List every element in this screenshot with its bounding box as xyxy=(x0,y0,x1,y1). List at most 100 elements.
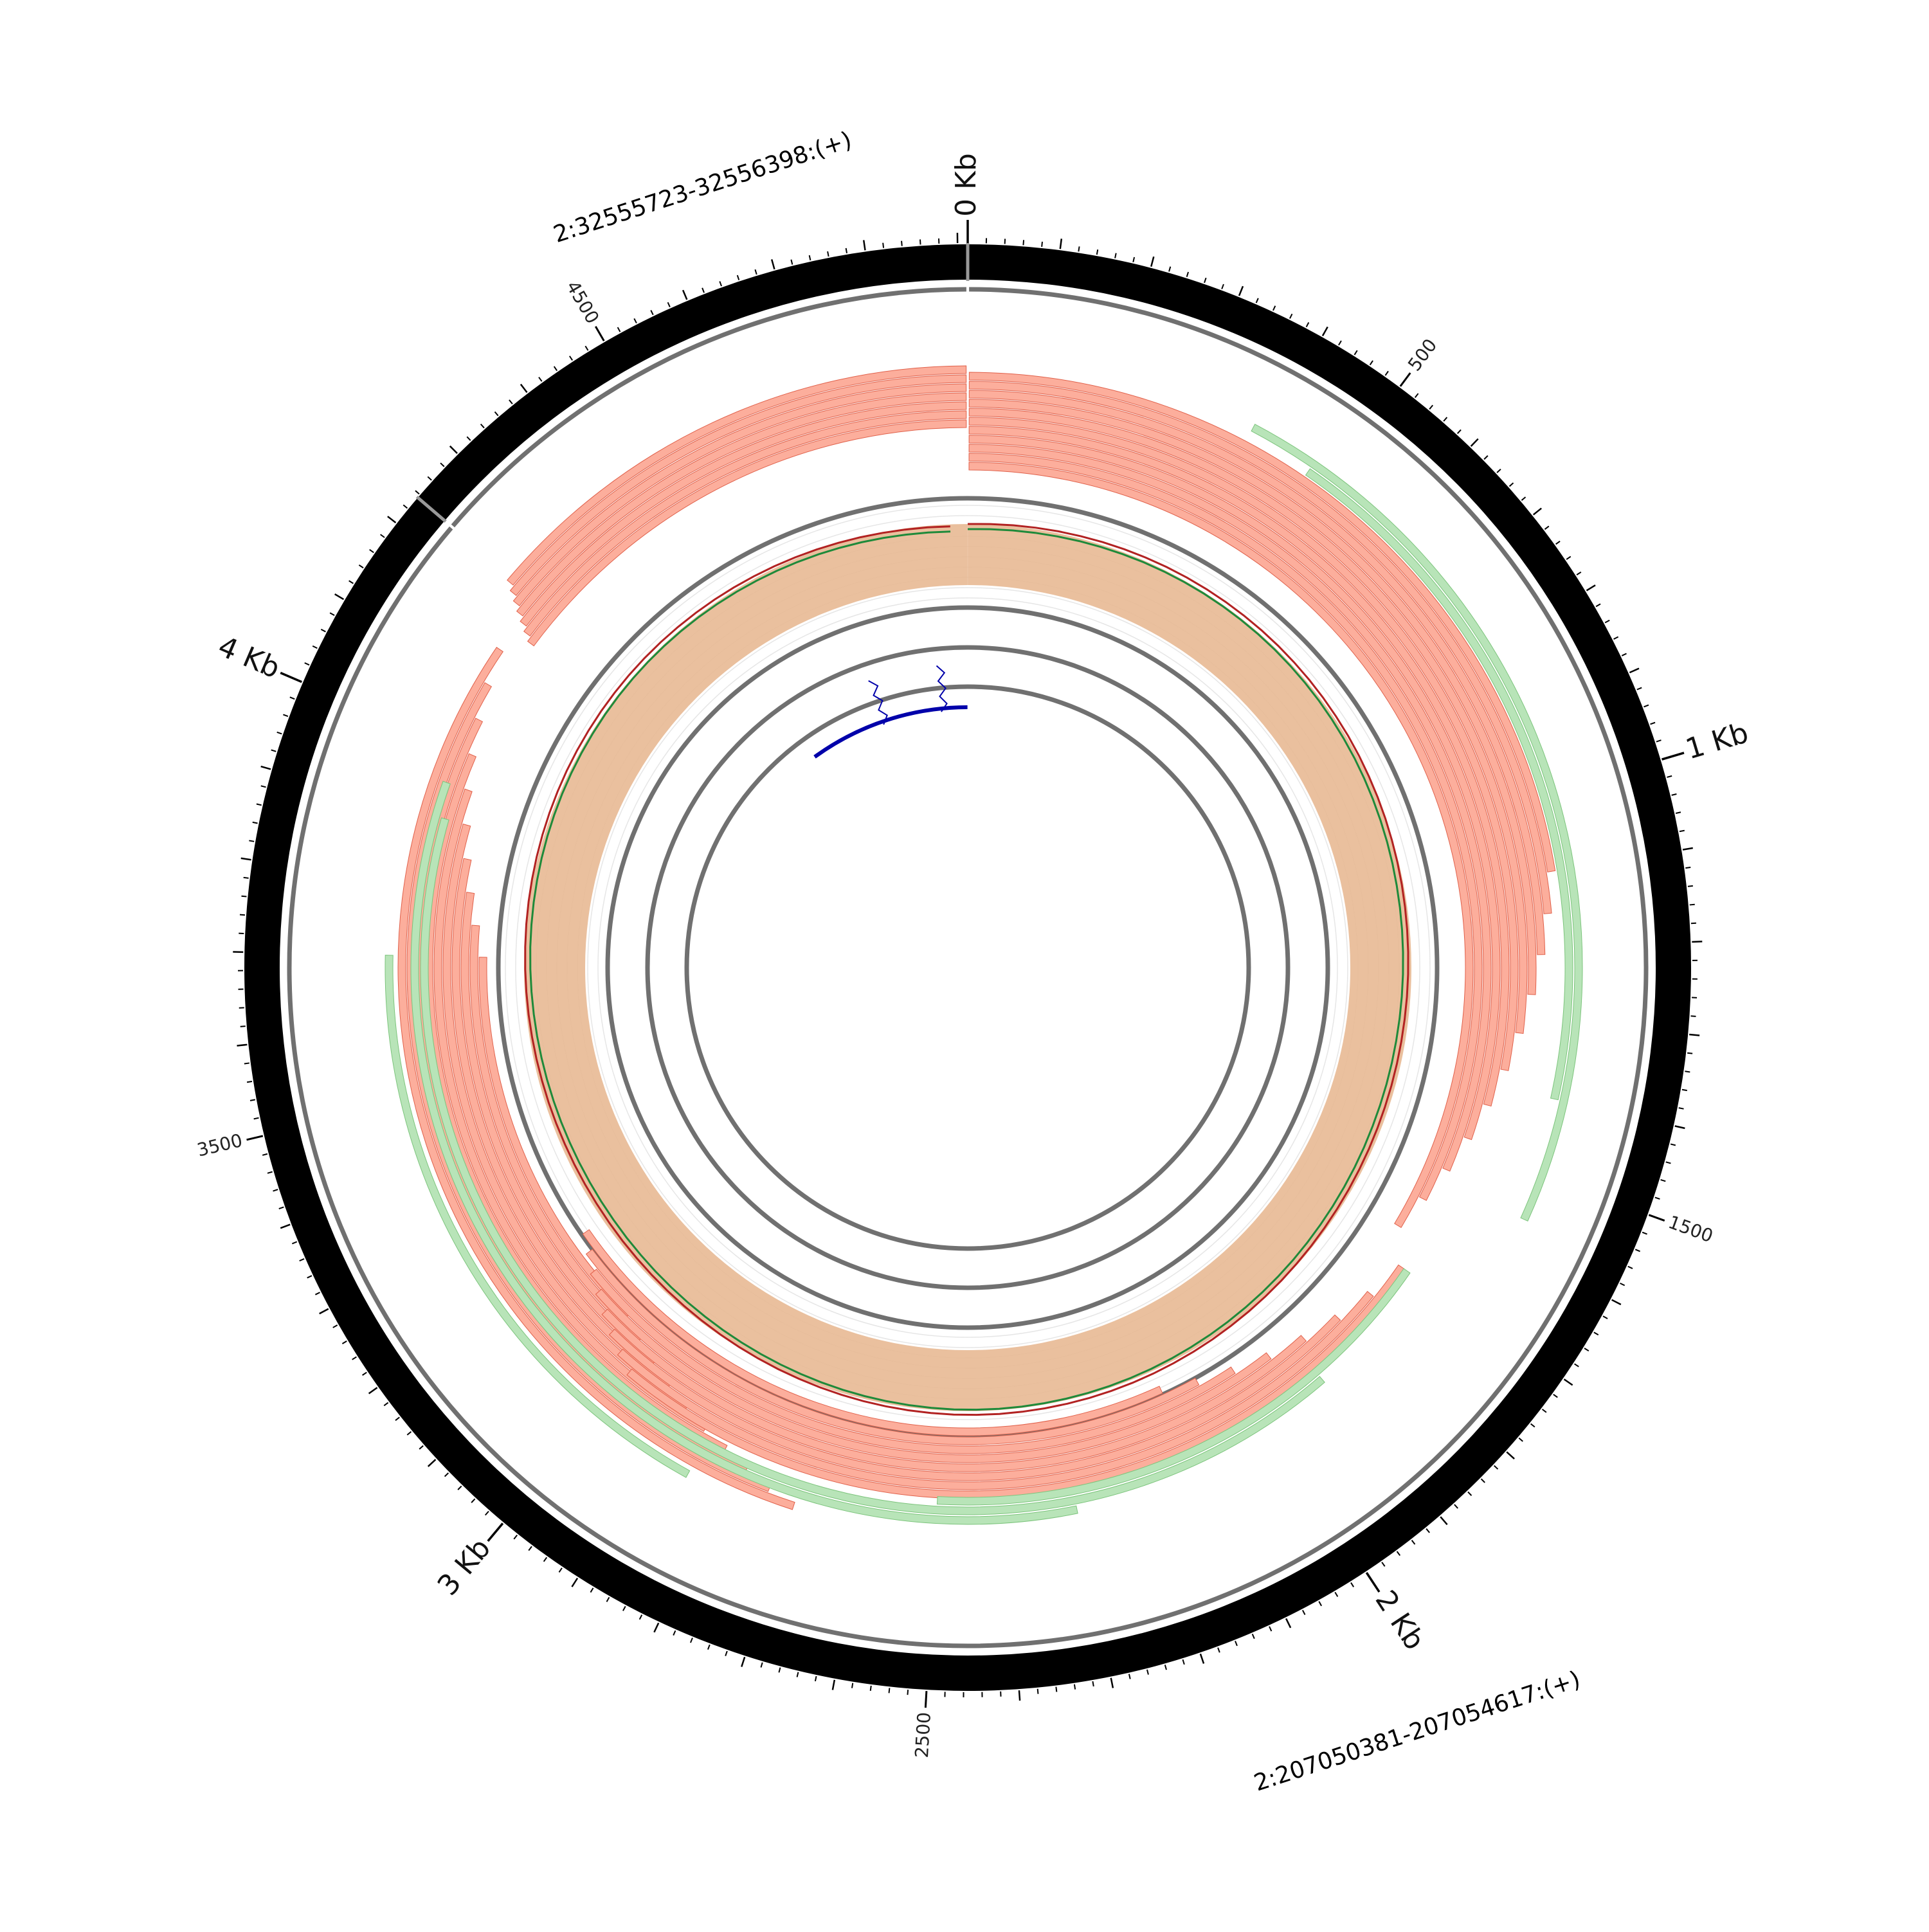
tick-560 xyxy=(1444,417,1447,421)
junction-arc xyxy=(815,707,968,757)
guide-ring xyxy=(588,588,1348,1348)
tick-2800 xyxy=(654,1623,658,1632)
tick-3960 xyxy=(283,714,288,716)
tick-1000 xyxy=(1662,753,1683,759)
tick-520 xyxy=(1415,393,1418,397)
tick-3040 xyxy=(471,1499,475,1503)
tick-3080 xyxy=(445,1473,449,1477)
tick-1680 xyxy=(1575,1364,1579,1366)
tick-2520 xyxy=(907,1690,908,1695)
tick-1460 xyxy=(1661,1180,1666,1181)
tick-4240 xyxy=(415,491,419,494)
tick-3380 xyxy=(292,1241,296,1243)
tick-4300 xyxy=(450,446,457,453)
tick-4860 xyxy=(920,239,921,244)
tick-1480 xyxy=(1655,1197,1660,1199)
tick-3280 xyxy=(333,1325,338,1328)
tick-980 xyxy=(1656,740,1662,741)
tick-2160 xyxy=(1235,1641,1237,1645)
tick-180 xyxy=(1133,257,1134,262)
minor-tick-label: 4500 xyxy=(562,277,603,327)
tick-3860 xyxy=(257,804,262,806)
segment-label-1: 2:207050381-207054617:(+) xyxy=(1251,1666,1583,1797)
tick-4760 xyxy=(828,251,829,257)
tick-880 xyxy=(1622,654,1626,656)
tick-3300 xyxy=(320,1309,329,1314)
tick-3760 xyxy=(241,896,246,897)
tick-3460 xyxy=(267,1172,273,1173)
tick-1540 xyxy=(1635,1249,1640,1251)
tick-1300 xyxy=(1689,1034,1699,1035)
tick-4780 xyxy=(846,248,847,253)
kb-tick-label: 3 Kb xyxy=(431,1532,497,1602)
tick-2740 xyxy=(708,1645,710,1649)
tick-620 xyxy=(1484,456,1488,460)
tick-3360 xyxy=(300,1259,304,1261)
tick-1440 xyxy=(1666,1162,1671,1163)
tick-1700 xyxy=(1564,1379,1572,1385)
tick-4360 xyxy=(495,412,498,416)
tick-3900 xyxy=(261,766,271,769)
tick-1940 xyxy=(1412,1540,1415,1544)
tick-1120 xyxy=(1685,867,1690,868)
tick-300 xyxy=(1239,286,1243,296)
tick-1820 xyxy=(1494,1466,1498,1469)
tick-900 xyxy=(1629,669,1639,673)
tick-2300 xyxy=(1111,1678,1113,1688)
tick-1600 xyxy=(1612,1300,1621,1305)
tick-2000 xyxy=(1366,1573,1379,1592)
tick-2680 xyxy=(761,1663,762,1668)
tick-3020 xyxy=(485,1512,489,1515)
tick-840 xyxy=(1605,620,1609,623)
tick-1380 xyxy=(1679,1108,1684,1109)
track-ring-4 xyxy=(687,687,1249,1249)
tick-3800 xyxy=(241,858,251,860)
tick-2260 xyxy=(1147,1670,1148,1675)
tick-2820 xyxy=(640,1615,642,1620)
tick-1100 xyxy=(1683,848,1693,850)
tick-1860 xyxy=(1468,1492,1472,1495)
tick-320 xyxy=(1256,298,1258,303)
junction-track xyxy=(815,666,968,757)
tick-4020 xyxy=(305,663,309,665)
tick-2240 xyxy=(1165,1665,1166,1670)
tick-3400 xyxy=(280,1225,290,1229)
tick-780 xyxy=(1577,572,1581,575)
tick-4120 xyxy=(349,581,354,583)
tick-2220 xyxy=(1182,1659,1184,1665)
tick-2400 xyxy=(1019,1690,1020,1701)
tick-4220 xyxy=(403,505,407,508)
tick-2980 xyxy=(514,1535,517,1539)
tick-3840 xyxy=(253,822,258,824)
tick-1020 xyxy=(1667,776,1672,777)
tick-600 xyxy=(1471,439,1478,447)
tick-3180 xyxy=(384,1403,388,1406)
tick-1200 xyxy=(1692,941,1702,942)
tick-2020 xyxy=(1351,1583,1354,1587)
tick-3340 xyxy=(307,1276,312,1277)
tick-2720 xyxy=(725,1651,727,1656)
tick-4460 xyxy=(570,356,572,361)
tick-2120 xyxy=(1269,1627,1271,1631)
tick-3520 xyxy=(254,1118,259,1119)
tick-4100 xyxy=(335,594,344,599)
tick-4260 xyxy=(428,476,431,480)
tick-4800 xyxy=(864,240,865,251)
tick-680 xyxy=(1521,497,1525,500)
tick-3200 xyxy=(369,1387,377,1393)
tick-340 xyxy=(1273,306,1275,311)
tick-4420 xyxy=(539,377,542,381)
tick-240 xyxy=(1187,272,1188,277)
tick-1040 xyxy=(1672,794,1677,795)
tick-3140 xyxy=(407,1432,411,1435)
tick-2040 xyxy=(1335,1592,1337,1596)
tick-1920 xyxy=(1426,1529,1429,1533)
tick-1760 xyxy=(1531,1423,1535,1427)
tick-160 xyxy=(1115,253,1116,258)
tick-1400 xyxy=(1675,1126,1685,1128)
tick-3220 xyxy=(363,1373,367,1375)
tick-4500 xyxy=(595,327,604,341)
tick-2760 xyxy=(691,1638,693,1643)
tick-1640 xyxy=(1594,1332,1598,1335)
